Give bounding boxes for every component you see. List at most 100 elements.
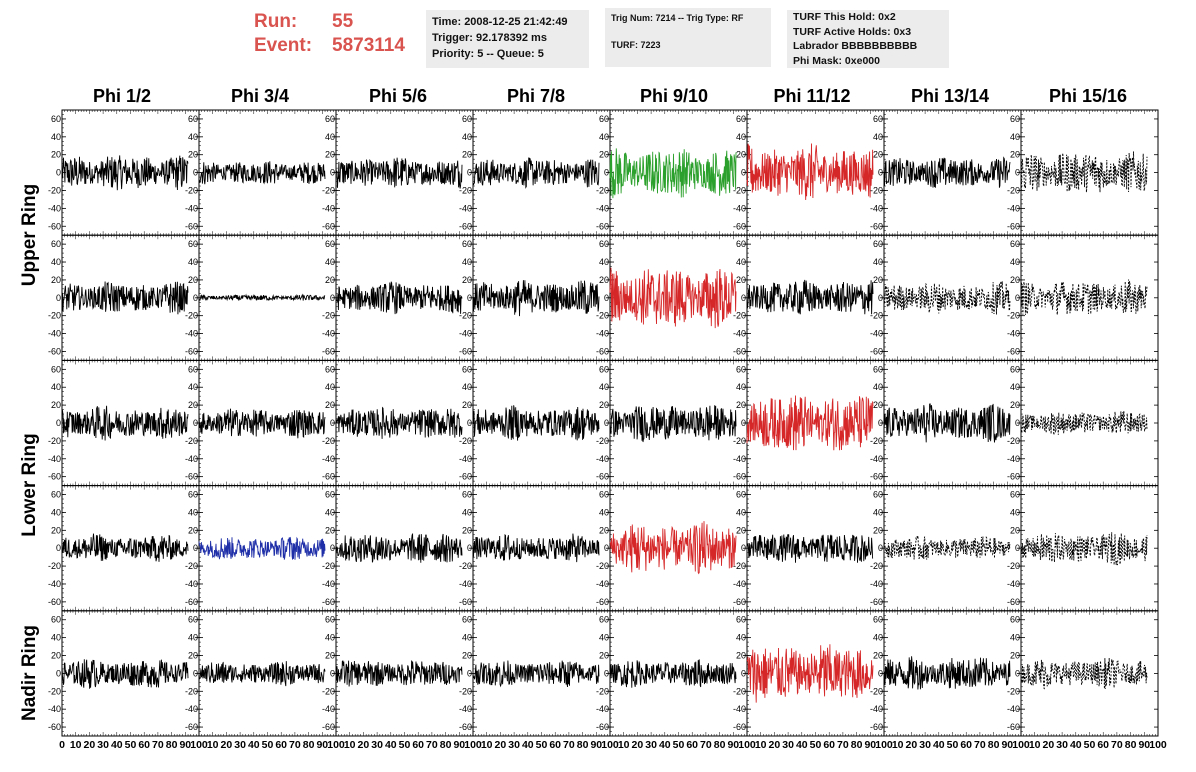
ytick-label: -60 <box>48 221 61 231</box>
panel-r1-c4: 60 40 20 0 -20 -40 -60 <box>459 109 611 236</box>
ytick-label: 40 <box>736 257 746 267</box>
panel-r1-c6: 60 40 20 0 -20 -40 -60 <box>733 109 885 236</box>
ytick-label: -60 <box>596 597 609 607</box>
waveform-trace <box>198 536 326 560</box>
ytick-label: 40 <box>51 633 61 643</box>
ytick-label: 60 <box>51 239 61 249</box>
time-text: Time: 2008-12-25 21:42:49 <box>432 14 583 30</box>
turf-info-box: TURF This Hold: 0x2 TURF Active Holds: 0… <box>787 10 949 68</box>
ytick-label: -20 <box>459 436 472 446</box>
ytick-label: 60 <box>462 114 472 124</box>
ytick-label: 60 <box>736 490 746 500</box>
panel-r2-c3: 60 40 20 0 -20 -40 -60 <box>322 234 474 361</box>
ytick-label: 20 <box>1010 150 1020 160</box>
ytick-label: 0 <box>330 543 335 553</box>
waveform-trace <box>746 395 874 451</box>
ytick-label: -20 <box>596 561 609 571</box>
ytick-label: -20 <box>870 561 883 571</box>
panel-r2-c5: 60 40 20 0 -20 -40 -60 <box>596 234 748 361</box>
ytick-label: 40 <box>462 507 472 517</box>
ytick-label: 60 <box>599 490 609 500</box>
ytick-label: -20 <box>185 561 198 571</box>
ytick-label: -20 <box>48 311 61 321</box>
waveform-trace <box>335 280 463 315</box>
panel-r2-c8: 60 40 20 0 -20 -40 -60 <box>1007 234 1159 361</box>
ytick-label: -60 <box>733 221 746 231</box>
run-value: 55 <box>332 10 353 34</box>
event-label: Event: <box>254 34 332 58</box>
ytick-label: 20 <box>325 400 335 410</box>
ytick-label: 60 <box>873 364 883 374</box>
ytick-label: -40 <box>48 579 61 589</box>
ytick-label: -60 <box>322 597 335 607</box>
ytick-label: -40 <box>185 329 198 339</box>
ytick-label: -20 <box>1007 185 1020 195</box>
phi-header-13-14: Phi 13/14 <box>881 86 1019 108</box>
ytick-label: -40 <box>459 454 472 464</box>
ytick-label: 0 <box>56 418 61 428</box>
ytick-label: 60 <box>736 114 746 124</box>
ytick-label: 40 <box>1010 257 1020 267</box>
ytick-label: 60 <box>325 490 335 500</box>
ytick-label: 60 <box>51 364 61 374</box>
waveform-trace <box>883 403 1011 443</box>
ytick-label: -40 <box>1007 454 1020 464</box>
ytick-label: 60 <box>1010 239 1020 249</box>
ytick-label: -20 <box>1007 436 1020 446</box>
ytick-label: 20 <box>736 400 746 410</box>
ytick-label: -20 <box>185 311 198 321</box>
panel-r2-c2: 60 40 20 0 -20 -40 -60 <box>185 234 337 361</box>
waveform-trace <box>1020 411 1148 436</box>
waveform-trace <box>335 157 463 189</box>
ytick-label: 20 <box>1010 400 1020 410</box>
waveform-trace <box>1020 532 1148 566</box>
ytick-label: 20 <box>599 400 609 410</box>
waveform-trace <box>472 157 600 189</box>
turf-active-holds-text: TURF Active Holds: 0x3 <box>793 25 943 40</box>
waveform-trace <box>883 156 1011 188</box>
ytick-label: -40 <box>48 329 61 339</box>
ytick-label: -20 <box>870 185 883 195</box>
ytick-label: 40 <box>462 132 472 142</box>
ytick-label: 40 <box>188 132 198 142</box>
ytick-label: -20 <box>185 185 198 195</box>
ytick-label: 60 <box>462 364 472 374</box>
ytick-label: 20 <box>51 275 61 285</box>
ytick-label: -40 <box>870 454 883 464</box>
ytick-label: -60 <box>322 221 335 231</box>
panel-r4-c3: 60 40 20 0 -20 -40 -60 <box>322 485 474 612</box>
ytick-label: -60 <box>870 221 883 231</box>
ytick-label: 40 <box>599 382 609 392</box>
ytick-label: 60 <box>599 114 609 124</box>
ytick-label: 20 <box>51 651 61 661</box>
ytick-label: -40 <box>1007 203 1020 213</box>
ytick-label: -60 <box>459 221 472 231</box>
ytick-label: -60 <box>185 597 198 607</box>
ytick-label: -40 <box>459 203 472 213</box>
ytick-label: -20 <box>322 185 335 195</box>
ytick-label: -60 <box>733 346 746 356</box>
ytick-label: -40 <box>459 329 472 339</box>
ytick-label: -60 <box>48 472 61 482</box>
ytick-label: 60 <box>51 615 61 625</box>
ytick-label: -20 <box>185 436 198 446</box>
ytick-label: -40 <box>870 579 883 589</box>
waveform-trace <box>335 406 463 439</box>
panel-r1-c1: 60 40 20 0 -20 -40 -60 <box>48 109 200 236</box>
ytick-label: 0 <box>1015 543 1020 553</box>
ytick-label: -60 <box>1007 472 1020 482</box>
ytick-label: 40 <box>188 257 198 267</box>
ytick-label: 20 <box>462 150 472 160</box>
ytick-label: 20 <box>736 275 746 285</box>
ytick-label: -40 <box>185 203 198 213</box>
ytick-label: -40 <box>48 454 61 464</box>
panel-r4-c6: 60 40 20 0 -20 -40 -60 <box>733 485 885 612</box>
trig-num-text: Trig Num: 7214 -- Trig Type: RF <box>611 12 765 25</box>
ytick-label: 0 <box>467 293 472 303</box>
ytick-label: -40 <box>733 454 746 464</box>
waveform-trace <box>746 143 874 201</box>
ytick-label: -40 <box>322 454 335 464</box>
phi-header-15-16: Phi 15/16 <box>1019 86 1157 108</box>
panel-r3-c3: 60 40 20 0 -20 -40 -60 <box>322 359 474 487</box>
